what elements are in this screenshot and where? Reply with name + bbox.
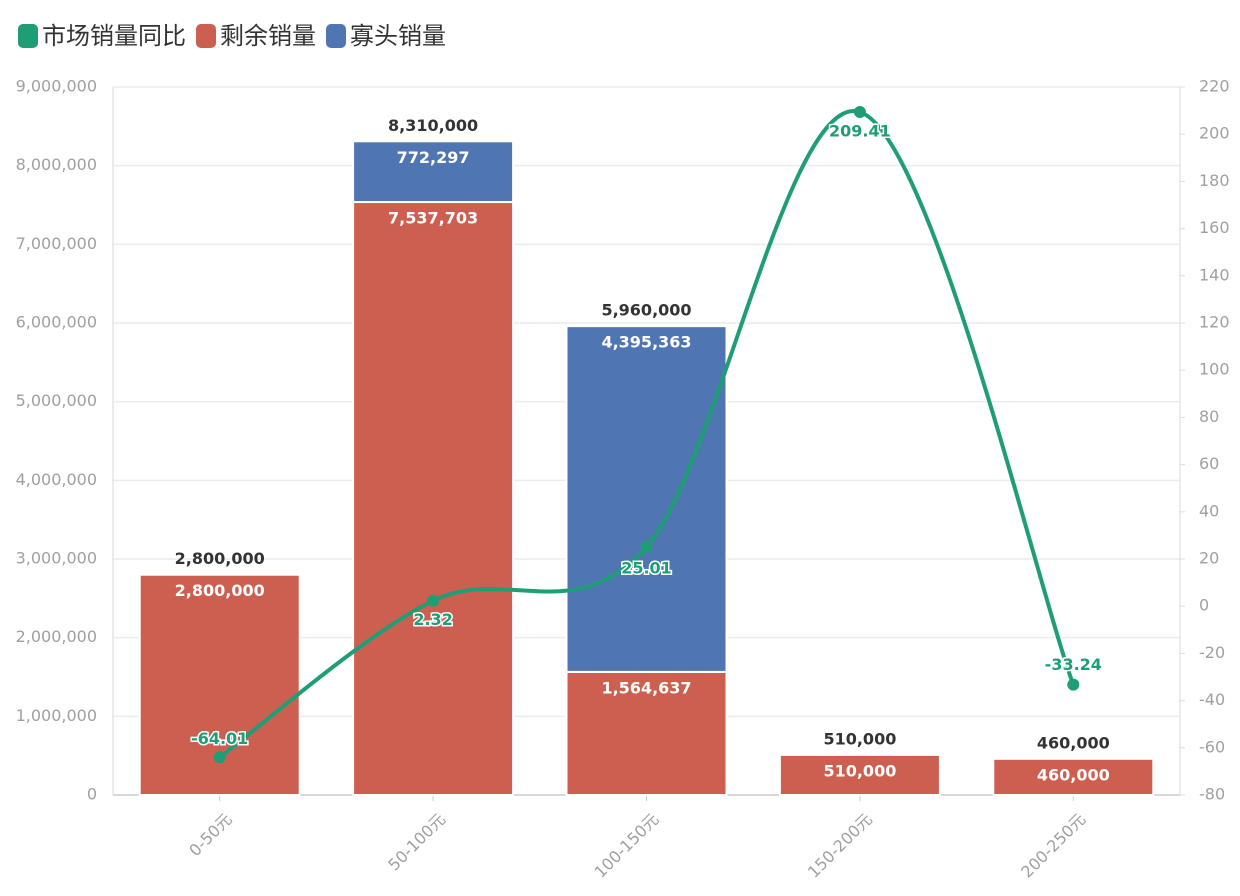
- line-label: -33.24: [1045, 655, 1102, 674]
- total-label: 5,960,000: [601, 301, 691, 320]
- legend-label: 剩余销量: [220, 22, 316, 50]
- x-tick-label: 50-100元: [384, 810, 449, 875]
- y-tick-label: 9,000,000: [16, 77, 97, 96]
- data-label: 460,000: [1037, 765, 1110, 784]
- y2-tick-label: 20: [1199, 549, 1219, 568]
- data-label: 7,537,703: [388, 209, 478, 228]
- total-label: 8,310,000: [388, 116, 478, 135]
- y-tick-label: 0: [87, 785, 97, 804]
- y2-tick-label: -60: [1199, 737, 1225, 756]
- y-tick-label: 2,000,000: [16, 627, 97, 646]
- legend-item: 寡头销量: [326, 22, 446, 50]
- y2-tick-label: 120: [1199, 313, 1230, 332]
- y-tick-label: 7,000,000: [16, 234, 97, 253]
- legend-swatch: [326, 24, 346, 48]
- y2-tick-label: 140: [1199, 265, 1230, 284]
- total-label: 2,800,000: [175, 549, 265, 568]
- bar-segment: [352, 140, 515, 204]
- y2-tick-label: -20: [1199, 643, 1225, 662]
- y2-tick-label: 160: [1199, 218, 1230, 237]
- y-tick-label: 3,000,000: [16, 549, 97, 568]
- data-label: 772,297: [397, 148, 470, 167]
- bar-segment: [565, 670, 728, 796]
- bar-segment: [565, 325, 728, 673]
- y2-tick-label: -80: [1199, 785, 1225, 804]
- legend-label: 市场销量同比: [42, 22, 186, 50]
- legend-swatch: [196, 24, 216, 48]
- y2-tick-label: 40: [1199, 501, 1219, 520]
- line-point: [1067, 678, 1080, 691]
- x-tick-label: 100-150元: [590, 810, 662, 882]
- y2-tick-label: 220: [1199, 77, 1230, 96]
- x-tick-label: 150-200元: [804, 810, 876, 882]
- bar-segment: [992, 757, 1155, 797]
- bar-segment: [352, 201, 515, 796]
- y-tick-label: 6,000,000: [16, 313, 97, 332]
- y2-tick-label: -40: [1199, 690, 1225, 709]
- y2-tick-label: 60: [1199, 454, 1219, 473]
- legend-label: 寡头销量: [350, 22, 446, 50]
- legend-item: 剩余销量: [196, 22, 316, 50]
- x-tick-label: 0-50元: [185, 810, 235, 860]
- line-point: [427, 594, 440, 607]
- legend-item: 市场销量同比: [18, 22, 186, 50]
- line-point: [640, 541, 653, 554]
- data-label: 2,800,000: [175, 581, 265, 600]
- legend-swatch: [18, 24, 38, 48]
- y-tick-label: 8,000,000: [16, 155, 97, 174]
- line: [218, 109, 1076, 759]
- total-label: 510,000: [823, 729, 896, 748]
- data-label: 510,000: [823, 761, 896, 780]
- y2-tick-label: 0: [1199, 596, 1209, 615]
- data-label: 1,564,637: [601, 678, 691, 697]
- line-label: 25.01: [621, 559, 672, 578]
- line-point: [853, 105, 866, 118]
- y2-tick-label: 80: [1199, 407, 1219, 426]
- y2-tick-label: 180: [1199, 171, 1230, 190]
- total-label: 460,000: [1037, 733, 1110, 752]
- line-label: -64.01: [191, 729, 248, 748]
- y2-tick-label: 200: [1199, 124, 1230, 143]
- y2-tick-label: 100: [1199, 360, 1230, 379]
- line-point: [213, 751, 226, 764]
- line-label: 209.41: [829, 121, 891, 140]
- y-tick-label: 5,000,000: [16, 391, 97, 410]
- y-tick-label: 4,000,000: [16, 470, 97, 489]
- data-label: 4,395,363: [601, 333, 691, 352]
- y-tick-label: 1,000,000: [16, 706, 97, 725]
- x-tick-label: 200-250元: [1017, 810, 1089, 882]
- bar-segment: [778, 753, 941, 797]
- line-label: 2.32: [413, 610, 452, 629]
